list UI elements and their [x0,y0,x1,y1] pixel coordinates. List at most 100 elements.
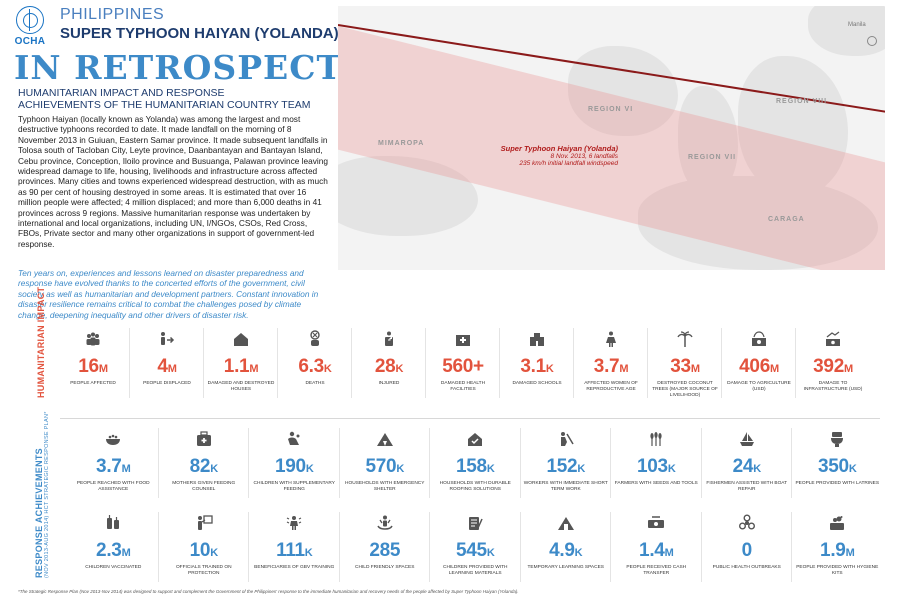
stat-label: PEOPLE DISPLACED [143,381,191,386]
stat-unit: K [396,463,404,475]
impact-stats-row: 16M PEOPLE AFFECTED 4M PEOPLE DISPLACED 1.1M… [56,328,870,399]
column-divider [338,428,340,498]
stat-value: 28K [352,356,426,378]
stat-value: 1.1M [204,356,278,378]
stat-value: 3.7M [574,356,648,378]
response-stats-row-2: 2.3M CHILDREN VACCINATED 10K OFFICIALS TRAI… [68,512,883,582]
caption-title: Super Typhoon Haiyan (Yolanda) [500,144,618,153]
stat-value: 4.9K [521,540,612,562]
stat-card: 10K OFFICIALS TRAINED ON PROTECTION [159,512,250,582]
stat-label: DESTROYED COCONUT TREES (MAJOR SOURCE OF… [652,381,718,398]
column-divider [338,512,340,582]
column-divider [157,428,159,498]
stat-label: PEOPLE AFFECTED [70,381,116,386]
footnote: *The Strategic Response Plan (Nov 2013-N… [18,589,519,594]
stat-card: 152K WORKERS WITH IMMEDIATE SHORT TERM WO… [521,428,612,498]
stat-value: 2.3M [68,540,159,562]
stat-unit: K [486,463,495,475]
compass-icon [867,36,877,46]
stat-number: 2.3 [96,540,122,561]
logo-text: OCHA [14,36,46,47]
column-divider [610,512,611,582]
vaccine-icon [68,512,159,532]
child-feeding-icon [249,428,340,448]
stat-value: 3.7M [68,456,159,478]
region-label: REGION VII [688,154,737,161]
stat-unit: K [305,463,314,475]
stat-card: 3.7M PEOPLE REACHED WITH FOOD ASSISTANCE [68,428,159,498]
stat-number: 103 [637,456,668,477]
stat-number: 560+ [442,356,484,377]
deaths-icon [278,328,352,348]
land-samar-leyte [738,56,848,196]
section-divider [60,418,880,419]
subtitle-line2: ACHIEVEMENTS OF THE HUMANITARIAN COUNTRY… [18,99,311,111]
stat-label: PEOPLE RECEIVED CASH TRANSFER [626,565,687,576]
coconut-tree-icon [648,328,722,348]
stat-unit: M [249,363,259,375]
infrastructure-money-icon [796,328,870,348]
stat-value: 570K [340,456,431,478]
column-divider [203,328,204,398]
stat-unit: M [167,363,177,375]
school-icon [500,328,574,348]
stat-number: 570 [365,456,397,477]
stat-card: 1.9M PEOPLE PROVIDED WITH HYGIENE KITS [792,512,883,577]
stat-value: 111K [249,540,340,562]
stat-number: 10 [189,540,211,561]
typhoon-track-map: MIMAROPA REGION VI REGION VII REGION VII… [338,6,885,270]
stat-label: DEATHS [305,381,325,386]
stat-unit: K [667,463,676,475]
stat-unit: K [210,547,218,559]
worker-icon [521,428,612,448]
stat-value: 82K [159,456,250,478]
learning-space-icon [521,512,612,532]
stat-number: 152 [546,456,578,477]
un-emblem-icon [16,6,44,34]
column-divider [791,428,792,498]
boat-icon [702,428,793,448]
subtitle-line1: HUMANITARIAN IMPACT AND RESPONSE [18,87,225,99]
city-label: Manila [848,22,866,28]
stat-number: 111 [276,540,305,561]
stat-number: 406 [739,356,770,377]
stat-label: DAMAGED SCHOOLS [512,381,562,386]
hygiene-kit-icon [792,512,883,532]
house-check-icon [430,428,521,448]
stat-label: INJURED [378,381,400,386]
stat-number: 0 [741,540,753,561]
stat-label: DAMAGED HEALTH FACILITIES [440,381,486,392]
response-label-text: RESPONSE ACHIEVEMENTS [34,448,44,578]
stat-label: OFFICIALS TRAINED ON PROTECTION [175,565,232,576]
column-divider [791,512,792,582]
stat-unit: M [121,463,131,475]
stat-card: 1.4M PEOPLE RECEIVED CASH TRANSFER [611,512,702,582]
stat-number: 4.9 [549,540,575,561]
stat-value: 350K [792,456,883,478]
wheat-icon [611,428,702,448]
response-sublabel: (NOV 2013-AUG 2014) HCT STRATEGIC RESPON… [44,411,50,578]
column-divider [499,328,500,398]
stat-card: 190K CHILDREN WITH SUPPLEMENTARY FEEDING [249,428,340,498]
stat-value: 16M [56,356,130,378]
stat-unit: K [574,547,583,559]
gbv-icon [249,512,340,532]
stat-unit: M [843,363,853,375]
stat-number: 4 [157,356,168,377]
column-divider [248,512,249,582]
stat-unit: K [395,363,404,375]
stat-value: 0 [702,540,793,562]
column-divider [647,328,648,398]
stat-number: 545 [456,540,487,561]
stat-value: 33M [648,356,722,378]
column-divider [721,328,722,398]
stat-number: 82 [189,456,211,477]
learning-materials-icon [430,512,521,532]
stat-label: MOTHERS GIVEN FEEDING COUNSEL [172,481,236,492]
stat-value: 10K [159,540,250,562]
region-label: CARAGA [768,216,805,223]
stat-card: 4.9K TEMPORARY LEARNING SPACES [521,512,612,582]
stat-unit: K [545,363,554,375]
intro-italic: Ten years on, experiences and lessons le… [18,268,319,320]
intro-body: Typhoon Haiyan (locally known as Yolanda… [18,114,328,249]
